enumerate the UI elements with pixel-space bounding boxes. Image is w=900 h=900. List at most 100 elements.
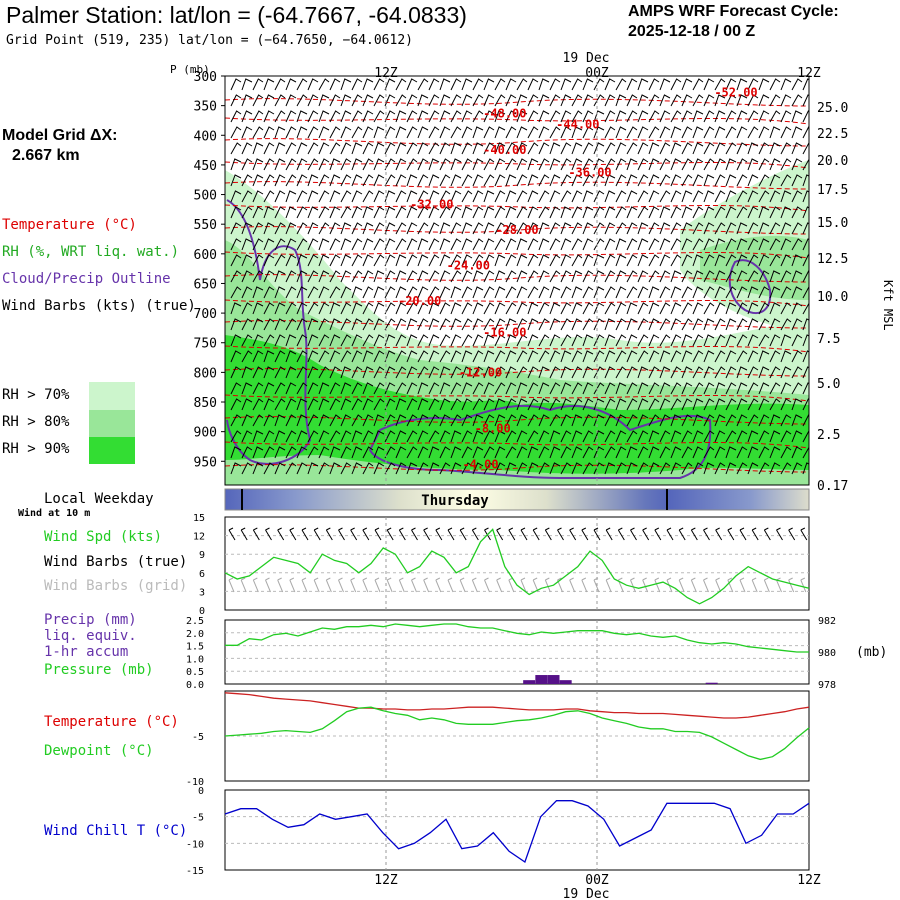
wind-barb	[252, 430, 264, 443]
wind-barb	[571, 286, 583, 299]
isotherm-label: -28.00	[495, 223, 538, 237]
wind-barb	[538, 142, 550, 155]
wind-barb	[593, 158, 605, 171]
wind-barb	[296, 414, 308, 427]
wind-barb-true	[350, 527, 358, 541]
isotherm-label: -16.00	[483, 326, 526, 340]
wind-barb	[263, 318, 275, 331]
wind-barb	[241, 366, 253, 379]
wind-barb	[505, 462, 517, 475]
wind-barb	[648, 286, 660, 299]
wind-barb	[681, 110, 693, 123]
wind-barb	[626, 446, 638, 459]
wind-barb	[483, 462, 495, 475]
label-wind-barbs-true: Wind Barbs (true)	[44, 554, 188, 570]
wind-barb	[252, 158, 264, 171]
wind-barb-true	[252, 527, 260, 541]
wind-barb-grid	[763, 577, 770, 593]
wind-barb	[417, 430, 429, 443]
wind-barb-grid	[788, 577, 795, 593]
wind-barb	[637, 366, 649, 379]
wind-barb	[351, 398, 363, 411]
wind-barb	[703, 78, 715, 91]
wind-barb	[769, 222, 781, 235]
wind-barb	[791, 302, 803, 315]
wind-barb	[428, 286, 440, 299]
windchill-panel-frame	[224, 789, 810, 871]
wind-barb	[296, 110, 308, 123]
wind-barb	[373, 142, 385, 155]
wind-barb	[406, 206, 418, 219]
wind-barb	[428, 318, 440, 331]
wind-barb	[483, 414, 495, 427]
wind-barb	[252, 174, 264, 187]
wind-barb	[472, 462, 484, 475]
wind-barb	[516, 94, 528, 107]
wind-barb	[648, 302, 660, 315]
wind-barb	[362, 414, 374, 427]
wind-barb	[263, 334, 275, 347]
wind-barb	[582, 78, 594, 91]
wind-barb	[626, 126, 638, 139]
wind-barb	[340, 350, 352, 363]
wind-barb	[505, 94, 517, 107]
wind-barb	[571, 174, 583, 187]
wind-barb	[725, 414, 737, 427]
wind-ytick-label: 12	[193, 532, 205, 543]
wind-barb	[505, 334, 517, 347]
wind-barb	[384, 254, 396, 267]
wind-barb	[307, 126, 319, 139]
wind-barb	[703, 414, 715, 427]
wind-barb	[538, 462, 550, 475]
wind-barb	[725, 78, 737, 91]
wind-barb	[483, 126, 495, 139]
precip-panel-frame	[224, 619, 810, 685]
wind-barb	[461, 238, 473, 251]
cloud-outline-left	[226, 199, 312, 465]
wind-barb	[428, 462, 440, 475]
wind-barb	[593, 366, 605, 379]
wind-barb	[769, 158, 781, 171]
wind-barb	[626, 462, 638, 475]
wind-barb	[285, 414, 297, 427]
wind-barb	[538, 254, 550, 267]
wind-barb	[637, 302, 649, 315]
wind-barb	[296, 350, 308, 363]
wind-barb	[417, 222, 429, 235]
height-tick-label: 7.5	[817, 332, 840, 347]
wind-barb	[439, 110, 451, 123]
wind-barb	[329, 382, 341, 395]
wind-barb	[263, 462, 275, 475]
wind-barb	[483, 382, 495, 395]
wind-barb	[494, 222, 506, 235]
wind-barb	[571, 414, 583, 427]
wind-barb	[626, 334, 638, 347]
wind-barb	[472, 350, 484, 363]
wind-barb	[637, 238, 649, 251]
wind-barb	[549, 302, 561, 315]
precip-bar	[523, 680, 536, 684]
wind-barb	[780, 430, 792, 443]
wind-barb	[505, 414, 517, 427]
wind-barb	[560, 462, 572, 475]
wind-barb	[395, 142, 407, 155]
wind-barb	[340, 318, 352, 331]
wind-barb	[703, 238, 715, 251]
wind-barb	[769, 430, 781, 443]
wind-barb	[582, 238, 594, 251]
wind-barb	[351, 174, 363, 187]
wind-barb	[714, 254, 726, 267]
wind-barb	[461, 158, 473, 171]
wind-barb	[439, 78, 451, 91]
wind-barb	[527, 126, 539, 139]
wind-barb	[780, 334, 792, 347]
wind-barb	[692, 286, 704, 299]
wind-barb	[241, 190, 253, 203]
wind-barb	[329, 78, 341, 91]
wind-barb-true	[593, 527, 601, 541]
wind-barb	[593, 462, 605, 475]
wind-barb-grid	[751, 577, 758, 593]
wind-barb	[263, 398, 275, 411]
wind-barb	[615, 78, 627, 91]
